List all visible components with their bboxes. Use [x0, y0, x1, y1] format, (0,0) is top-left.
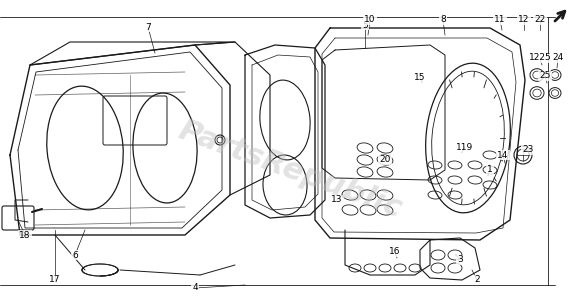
- Text: 3: 3: [457, 255, 463, 265]
- Text: 1: 1: [487, 165, 493, 175]
- Text: 8: 8: [440, 15, 446, 24]
- Text: 24: 24: [552, 54, 563, 63]
- Text: 6: 6: [72, 251, 78, 260]
- Text: 1225: 1225: [529, 54, 551, 63]
- Text: 11: 11: [494, 15, 505, 24]
- Text: 23: 23: [522, 145, 534, 154]
- Text: 119: 119: [456, 142, 474, 151]
- Text: 5: 5: [362, 21, 368, 30]
- Text: 4: 4: [192, 283, 198, 293]
- Text: 16: 16: [389, 248, 401, 257]
- Text: 17: 17: [49, 275, 61, 285]
- Text: 20: 20: [379, 156, 391, 164]
- Text: PartsRepublic: PartsRepublic: [174, 116, 406, 224]
- Text: 22: 22: [534, 15, 545, 24]
- Text: 18: 18: [19, 230, 31, 240]
- Text: 2: 2: [474, 275, 480, 285]
- Text: 7: 7: [145, 23, 151, 32]
- Text: 14: 14: [497, 150, 509, 159]
- Text: 10: 10: [364, 15, 376, 24]
- Text: 12: 12: [518, 15, 530, 24]
- Text: 25: 25: [539, 72, 551, 80]
- Text: 13: 13: [331, 195, 343, 204]
- Text: 15: 15: [414, 72, 426, 81]
